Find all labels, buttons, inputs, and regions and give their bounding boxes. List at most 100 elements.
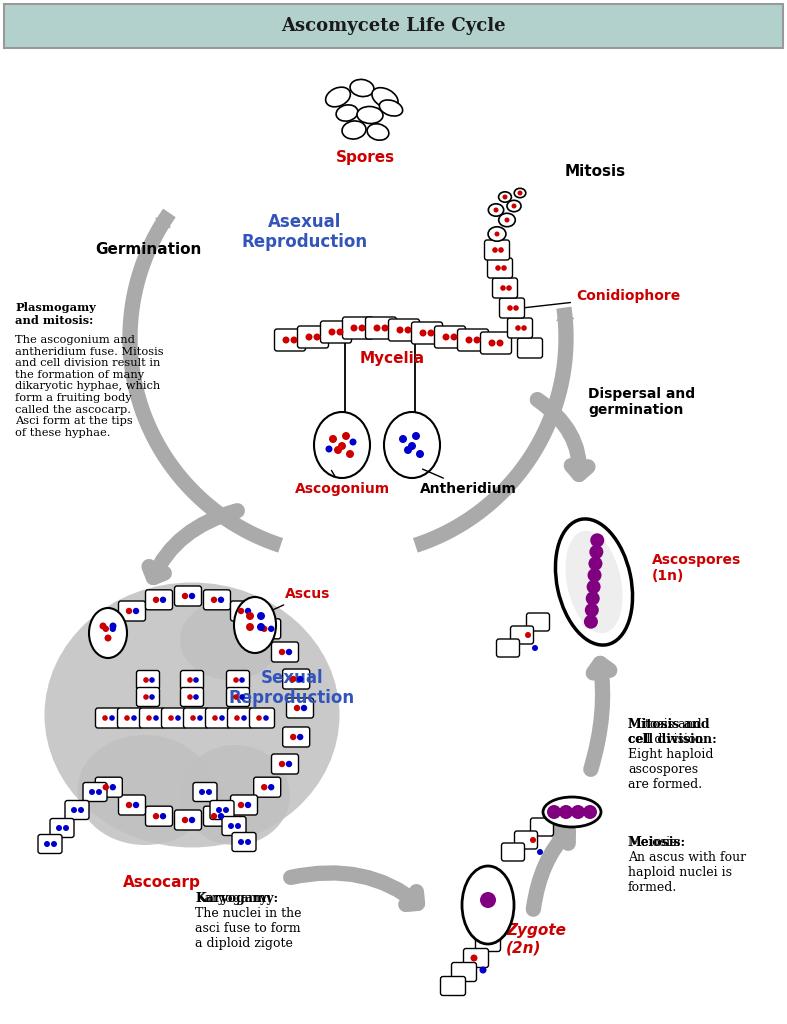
Text: The ascogonium and
antheridium fuse. Mitosis
and cell division result in
the for: The ascogonium and antheridium fuse. Mit… [15, 335, 164, 438]
Circle shape [495, 265, 501, 270]
Text: Dispersal and
germination: Dispersal and germination [588, 387, 695, 417]
Circle shape [143, 694, 149, 699]
Ellipse shape [543, 797, 601, 827]
FancyBboxPatch shape [95, 777, 122, 798]
FancyBboxPatch shape [227, 687, 249, 707]
FancyBboxPatch shape [283, 727, 309, 746]
FancyBboxPatch shape [119, 795, 146, 815]
Ellipse shape [507, 201, 521, 212]
Text: Zygote
(2n): Zygote (2n) [506, 923, 566, 955]
Circle shape [512, 204, 516, 209]
FancyBboxPatch shape [500, 298, 524, 318]
Circle shape [326, 445, 332, 453]
Circle shape [246, 623, 254, 631]
Circle shape [537, 849, 543, 855]
Circle shape [150, 694, 155, 699]
Circle shape [261, 626, 268, 632]
Ellipse shape [384, 412, 440, 478]
Circle shape [187, 694, 193, 699]
Circle shape [416, 450, 424, 458]
FancyBboxPatch shape [231, 795, 257, 815]
Circle shape [124, 715, 130, 721]
Text: Karyogamy:
The nuclei in the
asci fuse to form
a diploid zigote: Karyogamy: The nuclei in the asci fuse t… [195, 892, 301, 950]
FancyBboxPatch shape [95, 708, 120, 728]
Text: Mitosis: Mitosis [565, 165, 626, 179]
Text: Ascocarp: Ascocarp [123, 874, 201, 890]
Text: Ascomycete Life Cycle: Ascomycete Life Cycle [281, 17, 505, 35]
FancyBboxPatch shape [205, 708, 231, 728]
Circle shape [176, 715, 181, 721]
Circle shape [263, 715, 269, 721]
Circle shape [301, 705, 307, 712]
Circle shape [350, 325, 357, 332]
Circle shape [294, 705, 300, 712]
Circle shape [245, 839, 251, 845]
Circle shape [399, 435, 407, 443]
Text: Asexual
Reproduction: Asexual Reproduction [242, 213, 368, 252]
FancyBboxPatch shape [342, 317, 374, 339]
Circle shape [279, 761, 285, 767]
FancyBboxPatch shape [275, 329, 305, 351]
Circle shape [334, 446, 342, 454]
FancyBboxPatch shape [232, 833, 256, 852]
FancyBboxPatch shape [139, 708, 164, 728]
Ellipse shape [566, 530, 623, 633]
Circle shape [530, 837, 536, 843]
Circle shape [408, 442, 416, 450]
Circle shape [257, 715, 262, 721]
FancyBboxPatch shape [412, 322, 442, 344]
FancyBboxPatch shape [253, 618, 281, 639]
FancyBboxPatch shape [481, 332, 512, 354]
FancyBboxPatch shape [146, 590, 172, 610]
FancyBboxPatch shape [222, 816, 246, 836]
Circle shape [51, 841, 57, 847]
FancyBboxPatch shape [272, 642, 298, 662]
FancyBboxPatch shape [464, 948, 489, 968]
Circle shape [96, 790, 102, 795]
FancyBboxPatch shape [511, 626, 534, 644]
Circle shape [328, 329, 335, 336]
Text: Ascogonium: Ascogonium [295, 470, 390, 496]
Circle shape [427, 330, 434, 337]
Circle shape [290, 337, 297, 343]
FancyBboxPatch shape [389, 319, 419, 341]
Circle shape [261, 784, 268, 791]
Circle shape [239, 677, 245, 683]
Circle shape [501, 286, 506, 291]
Circle shape [479, 967, 486, 974]
Circle shape [589, 557, 602, 570]
FancyBboxPatch shape [457, 329, 489, 351]
Text: Germination: Germination [94, 243, 201, 257]
FancyBboxPatch shape [180, 671, 204, 689]
Circle shape [586, 580, 600, 594]
Ellipse shape [350, 80, 374, 96]
Circle shape [286, 761, 292, 767]
Ellipse shape [357, 106, 383, 124]
Circle shape [382, 325, 389, 332]
FancyBboxPatch shape [95, 618, 122, 639]
FancyBboxPatch shape [497, 639, 519, 657]
Circle shape [450, 334, 457, 341]
Circle shape [412, 432, 420, 440]
FancyBboxPatch shape [65, 801, 89, 819]
Circle shape [235, 715, 240, 721]
Circle shape [212, 715, 218, 721]
FancyBboxPatch shape [434, 326, 465, 348]
Text: Plasmogamy
and mitosis:: Plasmogamy and mitosis: [15, 302, 96, 326]
Circle shape [193, 677, 199, 683]
Circle shape [199, 790, 205, 795]
FancyBboxPatch shape [227, 671, 249, 689]
Circle shape [187, 677, 193, 683]
Circle shape [233, 694, 238, 699]
Text: Karyogamy:: Karyogamy: [195, 892, 278, 905]
Circle shape [279, 649, 285, 655]
FancyBboxPatch shape [283, 669, 309, 689]
Circle shape [238, 839, 244, 845]
Circle shape [150, 677, 155, 683]
Circle shape [337, 329, 343, 336]
Ellipse shape [77, 735, 212, 845]
FancyBboxPatch shape [493, 278, 518, 298]
Circle shape [480, 892, 496, 908]
Circle shape [238, 608, 244, 614]
Ellipse shape [326, 87, 350, 106]
